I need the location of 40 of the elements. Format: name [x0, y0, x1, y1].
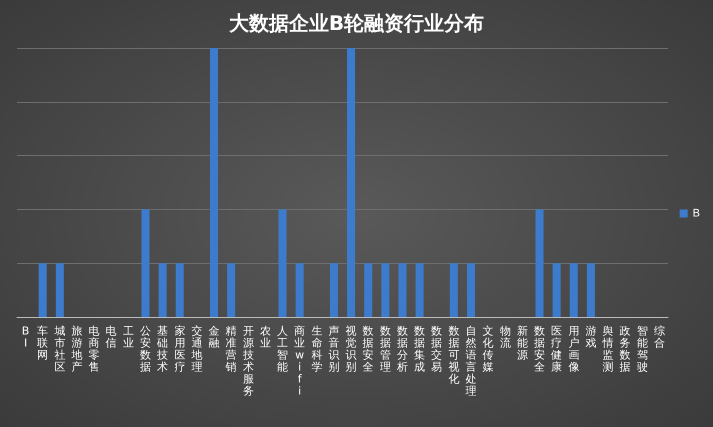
x-tick-label: 公安数据 — [140, 324, 151, 374]
x-tick-label: BI — [22, 324, 30, 350]
x-tick-label: 交通地理 — [190, 324, 202, 374]
x-tick-label: 开源技术服务 — [242, 324, 254, 398]
x-tick-label: 生命科学 — [311, 324, 322, 374]
x-tick-label: 精准营销 — [224, 324, 237, 374]
x-tick-label: 综合 — [654, 324, 665, 350]
x-tick-label: 家用医疗 — [174, 324, 186, 374]
legend-label: B — [692, 208, 700, 220]
x-tick-label: 基础技术 — [156, 324, 168, 374]
x-tick-label: 数据可视化 — [448, 324, 460, 386]
x-tick-label: 旅游地产 — [70, 324, 82, 374]
x-tick-label: 用户画像 — [568, 324, 580, 374]
x-tick-label: 电信 — [106, 324, 117, 350]
x-tick-label: 工业 — [122, 324, 134, 350]
x-tick-label: 数据集成 — [414, 324, 426, 374]
x-tick-label: 游戏 — [585, 324, 596, 350]
x-tick-label: 数据交易 — [431, 324, 442, 374]
x-tick-label: 物流 — [500, 324, 511, 350]
x-tick-label: 车联网 — [37, 324, 48, 362]
x-tick-label: 医疗健康 — [551, 324, 562, 374]
x-tick-label: 数据分析 — [396, 324, 408, 374]
x-tick-label: 政务数据 — [620, 324, 631, 374]
x-tick-label: 数据安全 — [534, 324, 546, 374]
x-tick-label: 城市社区 — [53, 324, 66, 374]
chart-title: 大数据企业B轮融资行业分布 — [228, 11, 484, 35]
x-tick-label: 商业wifi — [294, 324, 306, 398]
x-tick-label: 文化传媒 — [482, 324, 494, 374]
x-tick-label: 智能驾驶 — [636, 324, 648, 374]
x-tick-label: 数据安全 — [362, 324, 374, 374]
x-tick-label: 声音识别 — [328, 324, 340, 374]
x-tick-label: 舆情监测 — [602, 324, 614, 374]
x-tick-label: 自然语言处理 — [465, 324, 476, 398]
x-tick-label: 数据管理 — [380, 324, 391, 374]
x-tick-label: 电商零售 — [88, 324, 100, 374]
x-tick-label: 新能源 — [516, 324, 528, 362]
x-tick-label: 金融 — [208, 324, 220, 350]
x-tick-label: 人工智能 — [277, 324, 288, 374]
x-tick-label: 农业 — [260, 324, 271, 350]
x-tick-label: 视觉识别 — [346, 324, 357, 374]
